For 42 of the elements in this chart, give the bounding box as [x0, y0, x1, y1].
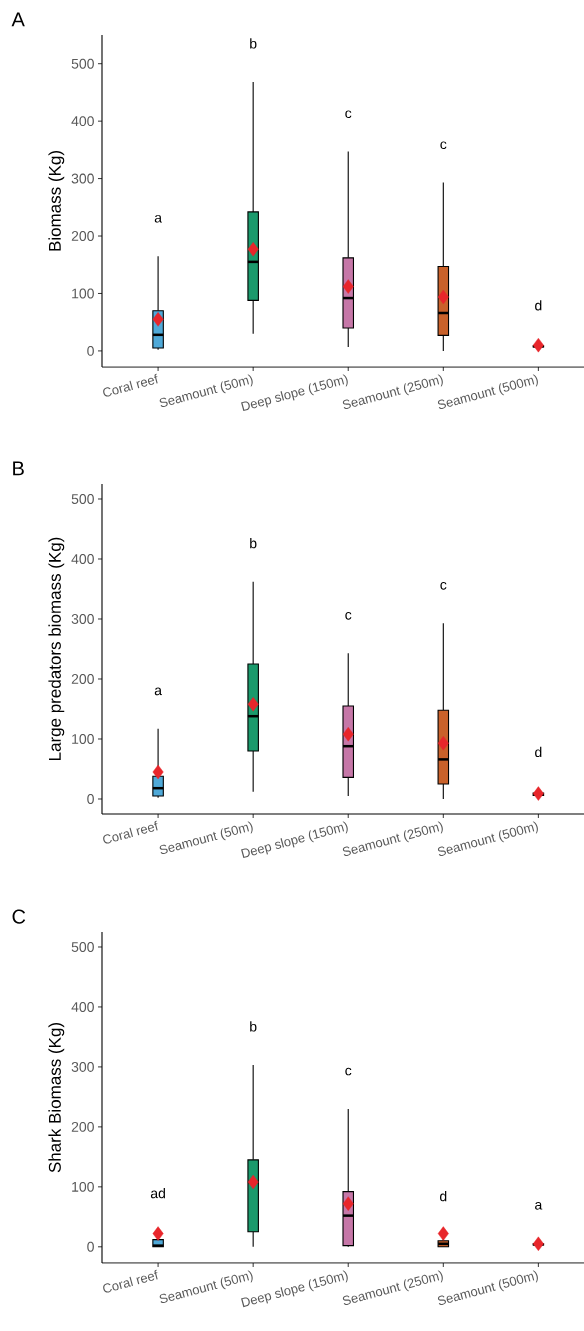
y-tick-label: 200	[71, 231, 94, 241]
annotation: c	[345, 110, 352, 119]
y-axis-title: Large predators biomass (Kg)	[48, 537, 65, 761]
y-axis-title: Shark Biomass (Kg)	[48, 1023, 65, 1173]
annotation: c	[440, 581, 447, 590]
y-tick-label: 100	[72, 734, 94, 744]
y-tick-label: 400	[71, 554, 94, 564]
annotation: d	[535, 300, 542, 311]
y-tick-label: 200	[71, 674, 94, 684]
annotation: b	[250, 537, 257, 549]
y-tick-label: 500	[71, 58, 94, 69]
annotation: c	[345, 1067, 352, 1076]
y-tick-label: 300	[71, 173, 94, 184]
y-tick-label: 100	[72, 288, 94, 299]
y-tick-label: 300	[71, 614, 94, 624]
annotation: a	[154, 214, 162, 223]
y-axis-title: Biomass (Kg)	[48, 151, 65, 251]
annotation: c	[440, 141, 447, 150]
annotation: a	[535, 1202, 543, 1210]
annotation: b	[250, 1021, 257, 1032]
annotation: ad	[150, 1188, 165, 1199]
y-tick-label: 500	[71, 942, 94, 952]
annotation: d	[535, 746, 542, 758]
annotation: a	[154, 687, 162, 696]
y-tick-label: 400	[71, 116, 94, 127]
annotation: c	[345, 611, 352, 620]
y-tick-label: 0	[87, 794, 94, 804]
y-tick-label: 400	[71, 1001, 94, 1012]
y-tick-label: 500	[71, 494, 94, 504]
annotation: d	[439, 1191, 447, 1202]
annotation: b	[250, 38, 257, 49]
chart-title: A	[11, 12, 25, 27]
y-tick-label: 200	[71, 1121, 94, 1132]
y-tick-label: 0	[87, 1241, 94, 1252]
y-tick-label: 100	[72, 1181, 94, 1192]
chart-title: B	[13, 461, 24, 476]
y-tick-label: 0	[87, 345, 94, 356]
y-tick-label: 300	[71, 1061, 94, 1072]
x-tick-label: Coral reef	[103, 820, 158, 844]
x-tick-label: Coral reef	[103, 1269, 158, 1293]
x-tick-label: Coral reef	[103, 373, 158, 397]
chart-title: C	[12, 909, 26, 924]
